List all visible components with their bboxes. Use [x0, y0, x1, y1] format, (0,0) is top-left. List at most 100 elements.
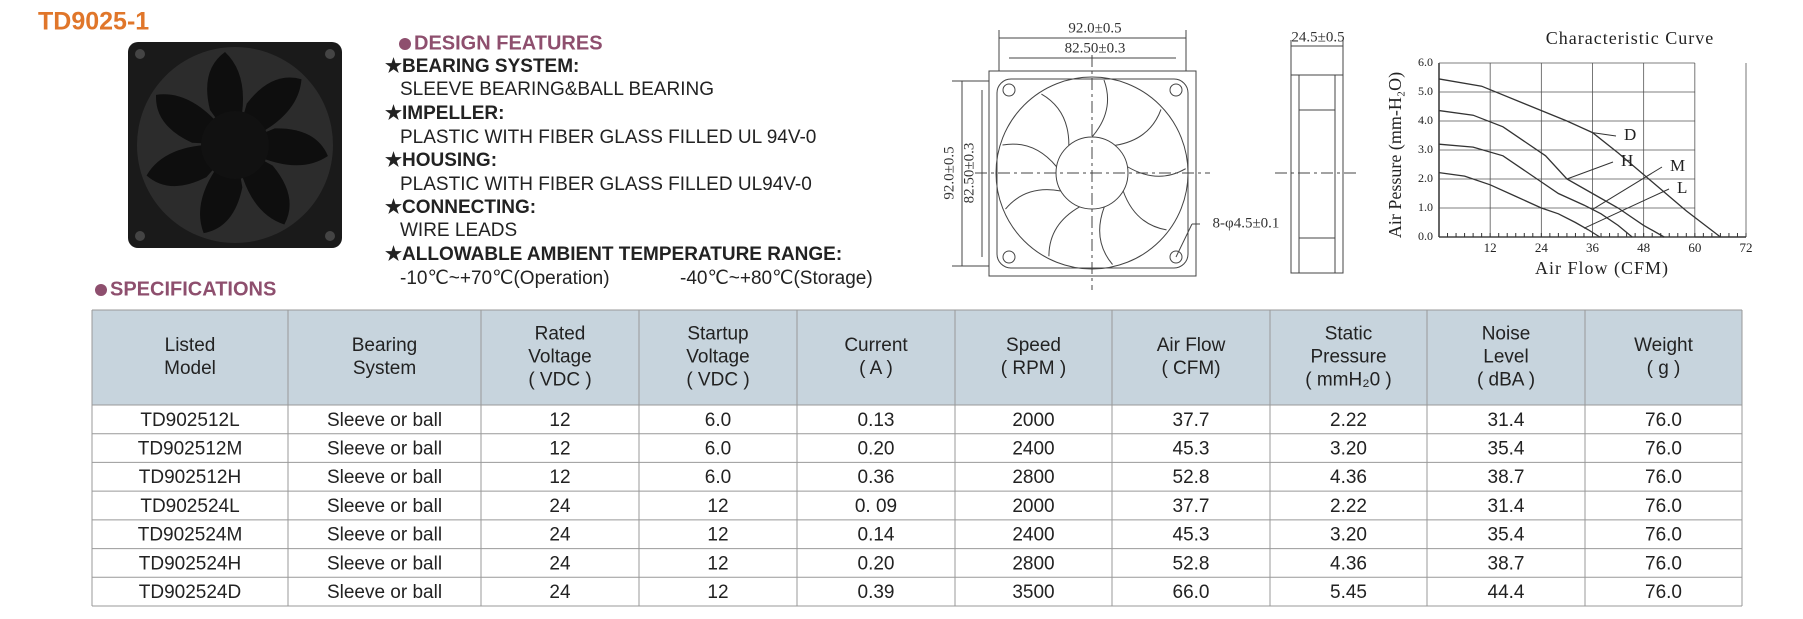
feature-heading: ★IMPELLER: — [385, 103, 504, 124]
header-cell: Voltage — [686, 347, 749, 368]
blade-outline — [1041, 93, 1070, 146]
table-cell: 35.4 — [1488, 525, 1525, 546]
table-cell: 0.20 — [858, 439, 895, 460]
table-cell: Sleeve or ball — [327, 553, 442, 574]
table-cell: 2000 — [1012, 410, 1054, 431]
table-header-bg — [92, 310, 1742, 405]
table-cell: 12 — [549, 410, 570, 431]
leader-line — [1592, 132, 1617, 137]
dimension-label: 92.0±0.5 — [1068, 20, 1121, 36]
x-tick-label: 24 — [1535, 240, 1549, 255]
table-cell: 24 — [549, 496, 571, 517]
table-cell: 3.20 — [1330, 525, 1367, 546]
header-cell: Rated — [535, 324, 586, 345]
table-cell: TD902512M — [138, 439, 243, 460]
table-cell: TD902524D — [139, 582, 241, 603]
y-tick-label: 1.0 — [1418, 200, 1433, 214]
front-drawing — [952, 30, 1210, 290]
feature-heading: ★BEARING SYSTEM: — [385, 56, 579, 77]
table-cell: TD902524H — [139, 553, 241, 574]
blade-outline — [1002, 143, 1057, 168]
header-cell: Voltage — [528, 347, 591, 368]
table-cell: 24 — [549, 582, 571, 603]
table-cell: Sleeve or ball — [327, 410, 442, 431]
blade-outline — [1115, 109, 1162, 146]
y-tick-label: 6.0 — [1418, 55, 1433, 69]
header-cell: Noise — [1482, 324, 1531, 345]
table-cell: TD902524L — [140, 496, 239, 517]
table-cell: 3.20 — [1330, 439, 1367, 460]
table-cell: Sleeve or ball — [327, 467, 442, 488]
blade-outline — [1005, 189, 1061, 210]
x-axis-label: Air Flow (CFM) — [1535, 258, 1669, 279]
table-cell: 66.0 — [1173, 582, 1210, 603]
table-cell: TD902512H — [139, 467, 241, 488]
x-tick-label: 60 — [1688, 240, 1701, 255]
header-cell: Startup — [687, 324, 748, 345]
table-cell: Sleeve or ball — [327, 439, 442, 460]
dimension-label: 82.50±0.3 — [961, 143, 977, 204]
dimension-label: 24.5±0.5 — [1291, 29, 1344, 45]
table-cell: 2800 — [1012, 467, 1054, 488]
table-cell: 6.0 — [705, 410, 731, 431]
feature-text: -10℃~+70℃(Operation) — [400, 268, 610, 289]
table-cell: 3500 — [1012, 582, 1054, 603]
header-cell: System — [353, 358, 416, 379]
table-cell: 76.0 — [1645, 496, 1682, 517]
y-tick-label: 0.0 — [1418, 229, 1433, 243]
curve — [1438, 171, 1601, 238]
curve — [1438, 143, 1633, 238]
header-cell: Weight — [1634, 335, 1694, 356]
table-cell: 12 — [549, 439, 570, 460]
table-cell: 2.22 — [1330, 410, 1367, 431]
table-cell: 0.20 — [858, 553, 895, 574]
specifications-title: SPECIFICATIONS — [110, 278, 276, 300]
header-cell: Level — [1483, 347, 1528, 368]
feature-text: WIRE LEADS — [400, 220, 517, 241]
table-cell: 38.7 — [1488, 553, 1525, 574]
table-cell: 38.7 — [1488, 467, 1525, 488]
table-cell: 2800 — [1012, 553, 1054, 574]
header-cell: ( VDC ) — [686, 370, 749, 391]
table-cell: 31.4 — [1488, 496, 1525, 517]
table-cell: 45.3 — [1173, 525, 1210, 546]
bullet — [399, 38, 411, 50]
feature-heading: ★ALLOWABLE AMBIENT TEMPERATURE RANGE: — [385, 244, 842, 265]
header-cell: ( dBA ) — [1477, 370, 1535, 391]
table-cell: TD902512L — [140, 410, 239, 431]
table-cell: 4.36 — [1330, 467, 1367, 488]
feature-text: SLEEVE BEARING&BALL BEARING — [400, 79, 714, 100]
table-cell: 6.0 — [705, 467, 731, 488]
table-cell: 35.4 — [1488, 439, 1525, 460]
feature-text: PLASTIC WITH FIBER GLASS FILLED UL94V-0 — [400, 174, 812, 195]
dimension-label: 82.50±0.3 — [1065, 40, 1126, 56]
table-cell: 76.0 — [1645, 553, 1682, 574]
table-cell: 5.45 — [1330, 582, 1367, 603]
dimension-label: 92.0±0.5 — [941, 146, 957, 199]
feature-heading: ★HOUSING: — [385, 150, 497, 171]
curve-label: D — [1624, 125, 1636, 144]
curve-label: L — [1677, 178, 1687, 197]
table-cell: 24 — [549, 553, 571, 574]
table-cell: 24 — [549, 525, 571, 546]
table-cell: 76.0 — [1645, 467, 1682, 488]
feature-text: PLASTIC WITH FIBER GLASS FILLED UL 94V-0 — [400, 127, 816, 148]
table-cell: 0.39 — [858, 582, 895, 603]
header-cell: ( g ) — [1647, 358, 1681, 379]
x-tick-label: 12 — [1484, 240, 1497, 255]
header-cell: ( VDC ) — [528, 370, 591, 391]
table-cell: 2.22 — [1330, 496, 1367, 517]
table-cell: 45.3 — [1173, 439, 1210, 460]
header-cell: Current — [844, 335, 908, 356]
header-cell: Static — [1325, 324, 1373, 345]
table-cell: TD902524M — [138, 525, 243, 546]
header-cell: ( RPM ) — [1001, 358, 1066, 379]
y-tick-label: 2.0 — [1418, 171, 1433, 185]
leader-line — [1583, 188, 1670, 229]
table-cell: 76.0 — [1645, 439, 1682, 460]
table-cell: 0.36 — [858, 467, 895, 488]
header-cell: Bearing — [352, 335, 418, 356]
table-cell: 76.0 — [1645, 582, 1682, 603]
table-cell: 76.0 — [1645, 525, 1682, 546]
